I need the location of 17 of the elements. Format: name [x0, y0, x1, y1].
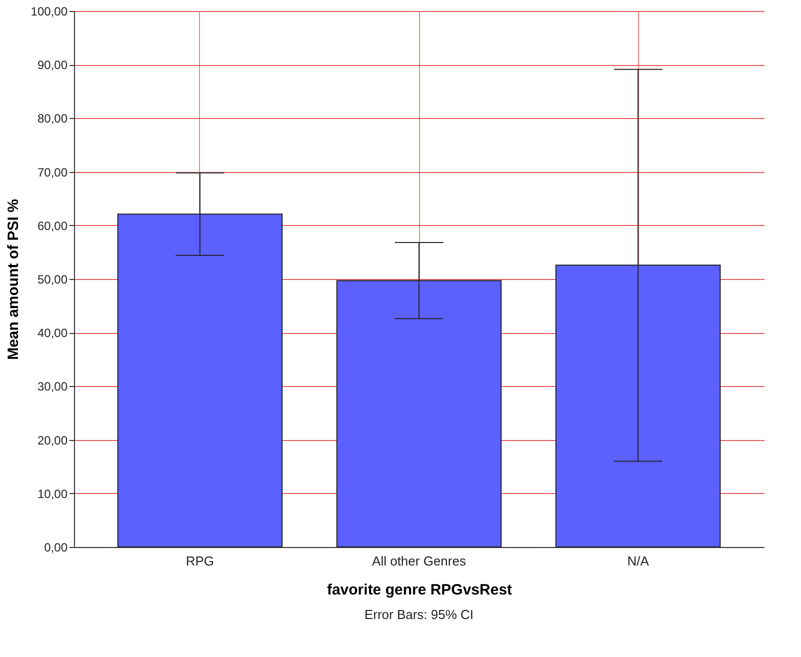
y-tick-label: 100,00	[30, 4, 68, 18]
y-tick-label: 90,00	[37, 58, 68, 72]
y-axis-title: Mean amount of PSI %	[4, 199, 22, 360]
y-tick-label: 40,00	[37, 326, 68, 340]
x-tick-label: RPG	[186, 554, 214, 568]
x-axis-title: favorite genre RPGvsRest	[326, 582, 512, 598]
y-tick-label: 20,00	[37, 433, 68, 448]
y-tick-label: 0,00	[44, 540, 68, 554]
y-tick-label: 70,00	[37, 165, 68, 180]
x-tick-label: All other Genres	[372, 554, 466, 568]
text: Error Bars: 95% CI	[364, 607, 474, 622]
y-tick-label: 80,00	[37, 112, 68, 126]
y-tick-label: 60,00	[37, 218, 68, 233]
x-tick-label: N/A	[627, 554, 650, 568]
y-tick-label: 30,00	[37, 380, 68, 394]
y-tick-label: 10,00	[37, 486, 68, 501]
y-tick-label: 50,00	[37, 272, 68, 286]
